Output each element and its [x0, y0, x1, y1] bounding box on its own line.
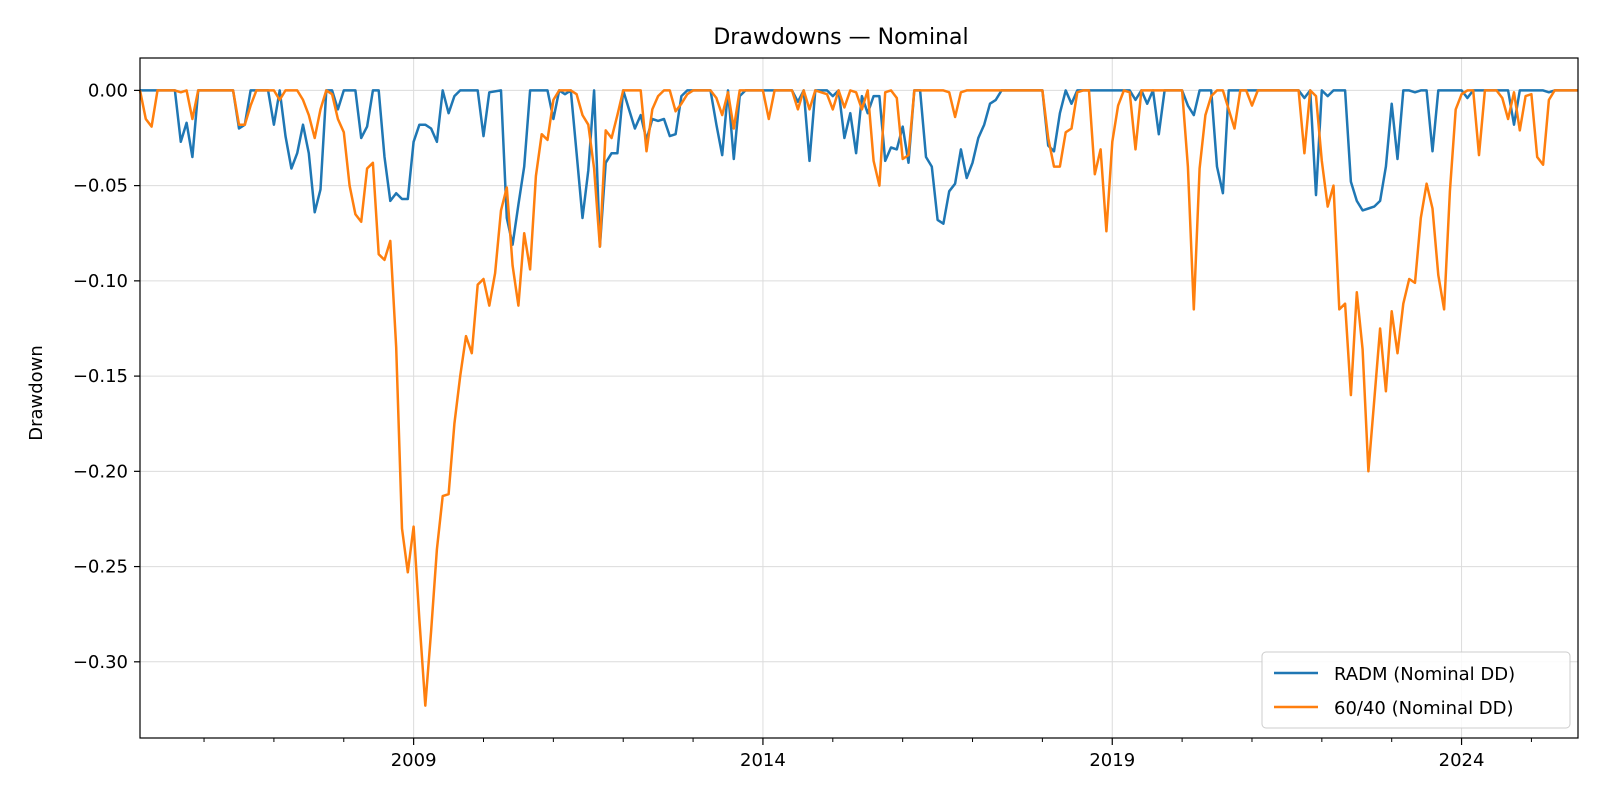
y-tick-label: −0.25	[73, 557, 128, 578]
chart-title: Drawdowns — Nominal	[713, 25, 968, 50]
legend-label-60-40: 60/40 (Nominal DD)	[1334, 698, 1514, 719]
series-line-60-40	[138, 89, 1578, 707]
y-axis-label: Drawdown	[26, 345, 47, 441]
legend: RADM (Nominal DD) 60/40 (Nominal DD)	[1261, 651, 1571, 729]
y-tick-label: −0.10	[73, 271, 128, 292]
legend-label-radm: RADM (Nominal DD)	[1334, 664, 1515, 685]
y-tick-label: −0.20	[73, 461, 128, 482]
plot-frame	[139, 57, 1579, 739]
grid-lines	[140, 58, 1578, 738]
x-tick-label: 2014	[740, 750, 786, 771]
x-tick-label: 2024	[1439, 750, 1485, 771]
y-tick-label: 0.00	[88, 80, 128, 101]
x-tick-label: 2019	[1089, 750, 1135, 771]
legend-box	[1261, 651, 1571, 729]
series-lines	[138, 89, 1578, 707]
x-tick-label: 2009	[391, 750, 437, 771]
axis-ticks: 0.00 −0.05 −0.10 −0.15 −0.20 −0.25 −0.30 2009 20…	[73, 80, 1532, 771]
y-tick-label: −0.05	[73, 176, 128, 197]
y-tick-label: −0.15	[73, 366, 128, 387]
y-tick-label: −0.30	[73, 652, 128, 673]
